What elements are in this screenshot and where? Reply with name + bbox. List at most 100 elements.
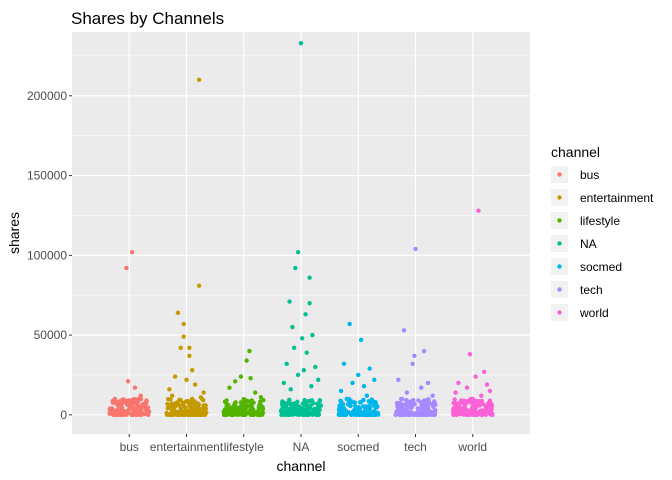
data-point-entertainment (187, 410, 192, 415)
data-point-socmed (370, 410, 375, 415)
data-point-world (476, 402, 481, 408)
data-point-lifestyle (244, 358, 249, 363)
data-point-lifestyle (256, 404, 262, 410)
data-point-entertainment (196, 77, 202, 83)
data-point-world (452, 397, 457, 402)
data-point-world (456, 380, 461, 386)
legend-swatch-NA (557, 241, 562, 246)
data-point-NA (317, 407, 322, 413)
data-point-entertainment (167, 412, 172, 417)
data-point-tech (429, 401, 435, 407)
data-point-world (457, 409, 462, 414)
data-point-socmed (350, 409, 356, 414)
y-axis-title: shares (6, 212, 22, 254)
data-point-socmed (341, 361, 347, 367)
x-tick-label: tech (404, 440, 427, 454)
x-axis-title: channel (276, 458, 325, 474)
data-point-tech (426, 406, 431, 411)
data-point-NA (285, 409, 291, 415)
data-point-tech (416, 398, 421, 403)
data-point-bus (137, 412, 143, 417)
data-point-NA (310, 332, 315, 338)
y-tick-label: 50000 (34, 328, 68, 342)
data-point-socmed (338, 388, 344, 394)
data-point-NA (287, 299, 292, 304)
data-point-tech (426, 397, 431, 403)
data-point-tech (421, 348, 427, 354)
data-point-bus (140, 402, 145, 407)
data-point-NA (295, 372, 301, 378)
data-point-NA (290, 404, 295, 410)
data-point-lifestyle (248, 375, 253, 381)
legend: channel bus entertainment lifestyle NA socme… (551, 144, 654, 321)
data-point-bus (135, 404, 141, 410)
data-point-lifestyle (236, 406, 242, 411)
data-point-lifestyle (227, 385, 232, 390)
data-point-socmed (358, 337, 364, 343)
data-point-world (473, 374, 478, 379)
data-point-lifestyle (224, 398, 229, 403)
legend-label-world: world (579, 306, 609, 320)
data-point-tech (413, 246, 418, 252)
data-point-bus (114, 412, 119, 418)
data-point-lifestyle (260, 404, 265, 410)
x-tick-label: NA (293, 440, 310, 454)
data-point-NA (284, 361, 289, 367)
data-point-socmed (350, 380, 355, 386)
data-point-socmed (341, 405, 346, 410)
data-point-entertainment (170, 412, 176, 417)
data-point-entertainment (175, 310, 181, 315)
y-tick-label: 150000 (27, 169, 67, 183)
data-point-bus (146, 412, 151, 418)
data-point-world (453, 390, 458, 395)
data-point-bus (132, 385, 138, 390)
data-point-lifestyle (229, 406, 234, 411)
data-point-NA (307, 300, 312, 306)
data-point-lifestyle (248, 406, 253, 411)
data-point-bus (142, 411, 147, 417)
data-point-lifestyle (233, 400, 238, 405)
data-point-entertainment (187, 353, 192, 359)
data-point-NA (307, 398, 312, 404)
legend-label-bus: bus (580, 168, 599, 182)
data-point-socmed (352, 403, 358, 409)
y-tick-label: 200000 (27, 89, 67, 103)
data-point-socmed (338, 398, 343, 403)
data-point-entertainment (199, 407, 205, 412)
data-point-tech (431, 412, 436, 418)
data-point-NA (285, 401, 290, 406)
data-point-lifestyle (225, 402, 231, 408)
data-point-NA (313, 409, 319, 414)
legend-swatch-world (557, 310, 562, 315)
data-point-socmed (357, 400, 363, 405)
data-point-socmed (356, 372, 361, 378)
data-point-bus (138, 393, 143, 398)
data-point-world (463, 407, 469, 412)
data-point-socmed (349, 399, 355, 405)
legend-label-lifestyle: lifestyle (580, 214, 620, 228)
data-point-tech (398, 407, 404, 412)
data-point-tech (409, 410, 414, 416)
data-point-tech (411, 397, 416, 403)
data-point-entertainment (169, 393, 175, 398)
data-point-socmed (347, 321, 352, 327)
data-point-tech (401, 328, 407, 333)
data-point-tech (394, 400, 400, 406)
data-point-world (467, 411, 473, 417)
data-point-NA (317, 398, 323, 404)
data-point-tech (430, 393, 435, 398)
data-point-world (476, 410, 482, 415)
y-axis-ticks: 0 50000 100000 150000 200000 (27, 89, 72, 422)
x-axis-ticks: bus entertainment lifestyle NA socmed tech wor… (120, 434, 487, 454)
data-point-lifestyle (233, 404, 238, 409)
data-point-world (479, 393, 484, 398)
legend-title: channel (551, 144, 600, 160)
data-point-lifestyle (238, 374, 244, 379)
data-point-world (487, 388, 493, 394)
data-point-bus (136, 398, 141, 403)
data-point-entertainment (168, 397, 173, 402)
data-point-socmed (367, 366, 372, 371)
data-point-bus (127, 403, 132, 408)
data-point-entertainment (201, 403, 206, 408)
